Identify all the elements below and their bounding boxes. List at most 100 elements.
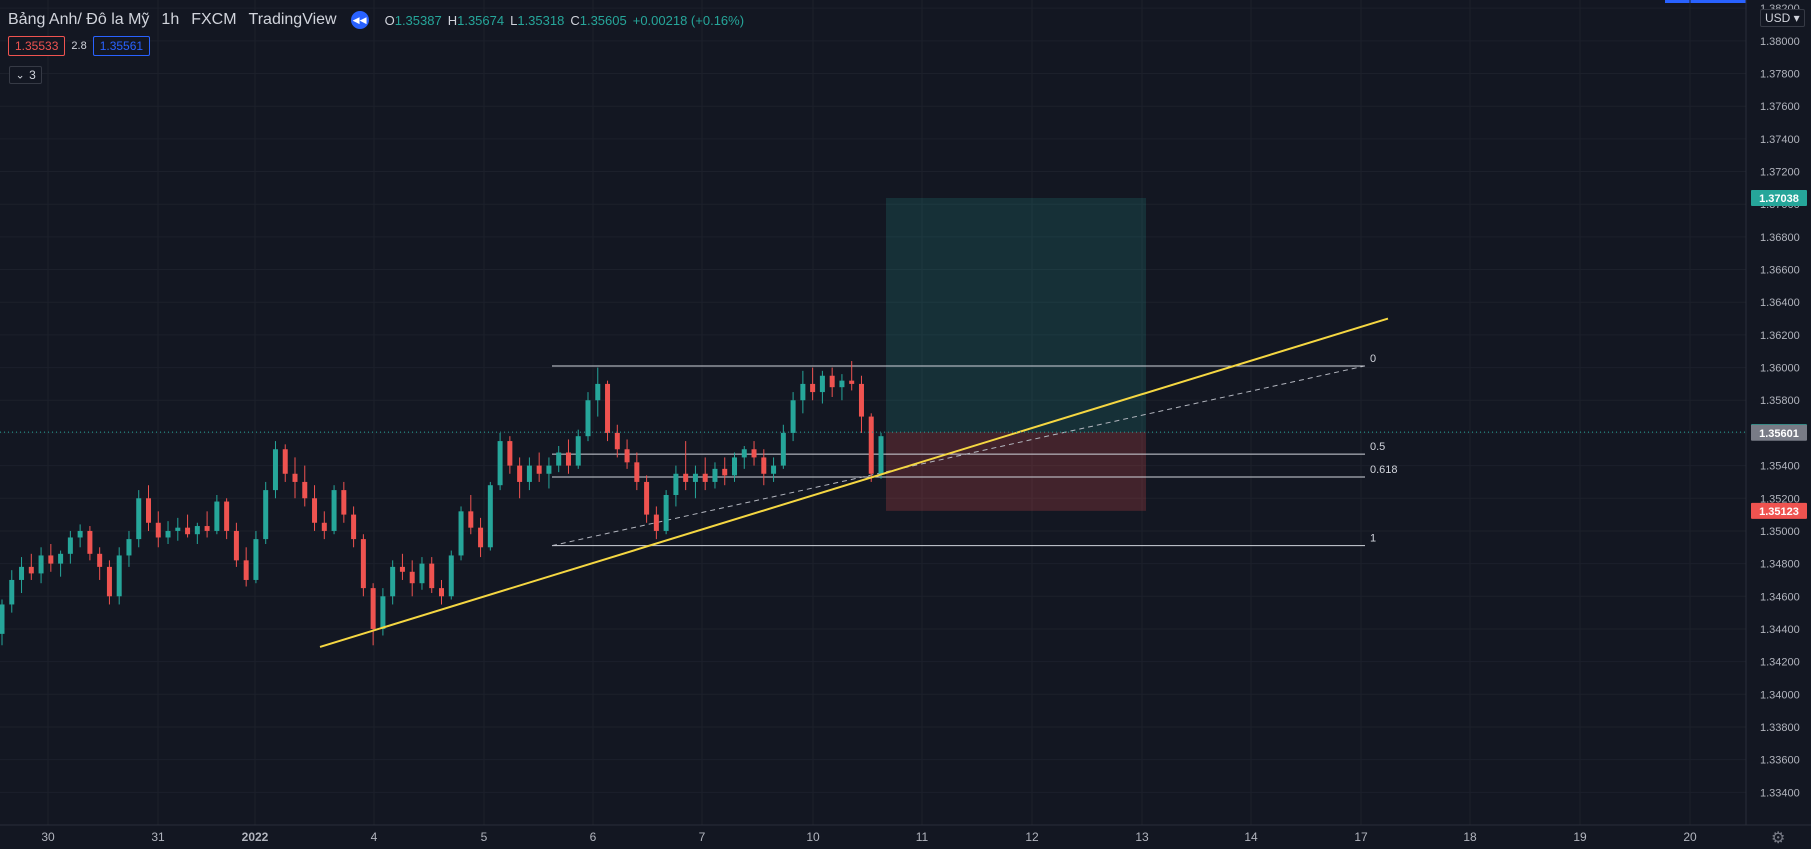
candle-body bbox=[351, 514, 357, 540]
candle-body bbox=[224, 501, 230, 531]
candle-body bbox=[38, 555, 44, 574]
time-axis-bg bbox=[0, 825, 1811, 849]
candle-body bbox=[243, 560, 249, 580]
candle-body bbox=[712, 468, 718, 482]
candle-body bbox=[751, 449, 757, 458]
candle-body bbox=[272, 449, 278, 491]
price-tick-label: 1.33800 bbox=[1760, 722, 1800, 734]
time-tick-label: 11 bbox=[916, 830, 929, 844]
candle-body bbox=[663, 495, 669, 531]
price-tick-label: 1.33600 bbox=[1760, 755, 1800, 767]
candle-body bbox=[9, 579, 15, 605]
currency-label: USD bbox=[1765, 11, 1791, 25]
long-position-profit-zone bbox=[886, 198, 1146, 433]
price-label-box bbox=[1751, 502, 1807, 519]
candle-body bbox=[458, 511, 464, 556]
top-progress-bar bbox=[1665, 0, 1811, 3]
candle-body bbox=[800, 383, 806, 401]
candle-body bbox=[683, 473, 689, 482]
price-label-text: 1.37038 bbox=[1759, 193, 1799, 205]
candle-body bbox=[478, 527, 484, 548]
close-value: 1.35605 bbox=[579, 12, 627, 28]
time-tick-label: 2022 bbox=[242, 830, 269, 844]
indicators-toggle[interactable]: ⌄ 3 bbox=[9, 66, 42, 84]
candle-body bbox=[282, 449, 288, 474]
candle-body bbox=[761, 457, 767, 474]
candle-body bbox=[28, 566, 34, 574]
price-tick-label: 1.36200 bbox=[1760, 330, 1800, 342]
candle-body bbox=[858, 383, 864, 417]
candle-body bbox=[741, 449, 747, 458]
long-position-loss-zone bbox=[886, 432, 1146, 511]
candle-body bbox=[517, 465, 523, 482]
price-tick-label: 1.37400 bbox=[1760, 134, 1800, 146]
symbol-name[interactable]: Bảng Anh/ Đô la Mỹ bbox=[8, 11, 150, 28]
open-value: 1.35387 bbox=[394, 12, 442, 28]
price-tick-label: 1.36400 bbox=[1760, 297, 1800, 309]
data-source: TradingView bbox=[248, 11, 337, 28]
price-tick-label: 1.37600 bbox=[1760, 101, 1800, 113]
candle-body bbox=[155, 522, 161, 538]
gear-icon[interactable]: ⚙ bbox=[1771, 830, 1786, 847]
candle-body bbox=[419, 563, 425, 584]
time-tick-label: 14 bbox=[1244, 830, 1258, 844]
candle-body bbox=[771, 465, 777, 474]
candle-body bbox=[87, 530, 93, 554]
time-tick-label: 10 bbox=[806, 830, 820, 844]
candle-body bbox=[360, 539, 366, 589]
candle-body bbox=[565, 452, 571, 466]
candle-body bbox=[370, 588, 376, 629]
price-tick-label: 1.35800 bbox=[1760, 395, 1800, 407]
candle-body bbox=[312, 498, 318, 523]
candle-body bbox=[165, 530, 171, 538]
price-tick-label: 1.36800 bbox=[1760, 232, 1800, 244]
candle-body bbox=[409, 571, 415, 584]
candle-body bbox=[97, 553, 103, 567]
time-tick-label: 19 bbox=[1573, 830, 1587, 844]
currency-selector[interactable]: USD ▾ bbox=[1760, 9, 1805, 27]
fibonacci-trend-line bbox=[551, 365, 1366, 547]
price-label-text: 1.35601 bbox=[1759, 428, 1799, 440]
price-tick-label: 1.34400 bbox=[1760, 624, 1800, 636]
candle-body bbox=[439, 588, 444, 597]
candle-body bbox=[67, 537, 73, 554]
time-tick-label: 17 bbox=[1354, 830, 1368, 844]
buy-button[interactable]: 1.35561 bbox=[92, 36, 151, 56]
candle-body bbox=[390, 566, 396, 597]
candle-body bbox=[175, 527, 181, 531]
candle-body bbox=[722, 468, 728, 476]
candle-body bbox=[702, 473, 708, 482]
low-label: L bbox=[510, 12, 518, 28]
candle-body bbox=[321, 522, 327, 531]
candle-body bbox=[399, 566, 405, 572]
candle-body bbox=[146, 498, 151, 523]
candle-body bbox=[556, 452, 562, 466]
candle-body bbox=[77, 530, 83, 538]
candle-body bbox=[497, 441, 503, 486]
spread-value: 2.8 bbox=[71, 40, 87, 52]
symbol-header: Bảng Anh/ Đô la Mỹ 1h FXCM TradingView ◀… bbox=[8, 9, 744, 31]
time-tick-label: 18 bbox=[1463, 830, 1477, 844]
time-axis: 30 31 2022 4 5 6 7 10 11 12 13 14 17 18 19 20 bbox=[41, 830, 1697, 844]
candle-body bbox=[644, 481, 650, 515]
candle-body bbox=[536, 465, 542, 474]
open-label: O bbox=[384, 12, 395, 28]
candle-body bbox=[575, 436, 581, 466]
candle-body bbox=[429, 563, 435, 589]
interval[interactable]: 1h bbox=[161, 11, 180, 28]
price-tick-label: 1.34800 bbox=[1760, 559, 1800, 571]
time-tick-label: 6 bbox=[590, 830, 597, 844]
candle-body bbox=[194, 526, 200, 535]
indicators-count: 3 bbox=[29, 68, 36, 82]
price-tick-label: 1.36000 bbox=[1760, 363, 1800, 375]
price-tick-label: 1.37200 bbox=[1760, 167, 1800, 179]
sell-button[interactable]: 1.35533 bbox=[8, 36, 66, 56]
price-tick-label: 1.35000 bbox=[1760, 526, 1800, 538]
exchange: FXCM bbox=[191, 11, 237, 28]
candle-body bbox=[624, 449, 630, 463]
price-label-text: 1.35123 bbox=[1759, 506, 1799, 518]
close-label: C bbox=[570, 12, 580, 28]
candle-body bbox=[839, 380, 845, 388]
rewind-icon[interactable]: ◀◀ bbox=[350, 11, 369, 29]
